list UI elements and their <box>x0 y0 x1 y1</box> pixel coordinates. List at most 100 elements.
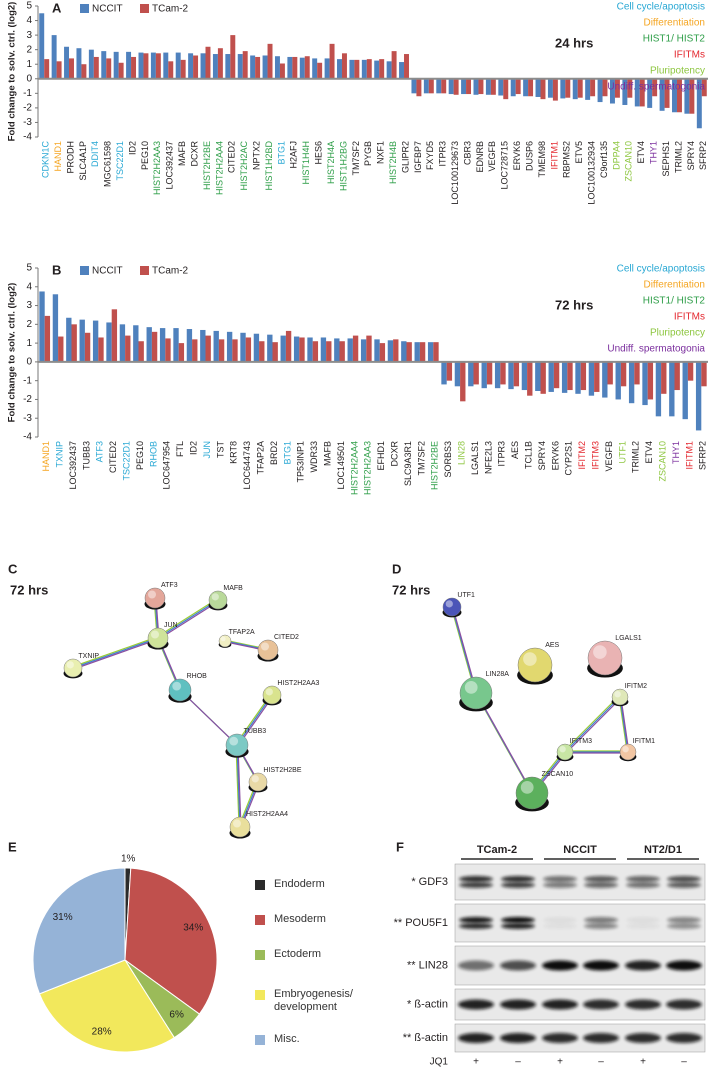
bar <box>428 78 434 94</box>
treatment-sign: – <box>598 1057 604 1068</box>
bar <box>267 43 273 79</box>
y-tick-label: 1 <box>26 338 32 349</box>
bar <box>299 337 305 362</box>
bar <box>486 361 493 385</box>
bar <box>689 78 695 114</box>
blot-band <box>501 917 535 923</box>
bar <box>634 78 640 107</box>
blot-band <box>667 923 701 929</box>
network-node <box>208 590 228 610</box>
x-tick-label: ETV4 <box>644 441 654 464</box>
bar <box>528 78 534 97</box>
bar <box>242 51 248 79</box>
x-tick-label: NFE2L3 <box>483 441 493 474</box>
bar <box>232 339 238 362</box>
bar <box>628 361 635 404</box>
bar <box>647 361 654 400</box>
bar <box>655 361 662 417</box>
blot-row-label: ** POU5F1 <box>394 917 448 929</box>
network-edge <box>619 696 629 753</box>
x-tick-label: ITPR3 <box>497 441 507 467</box>
x-tick-label: JUN <box>202 441 212 459</box>
bar <box>163 52 169 79</box>
node-label: AES <box>545 642 559 649</box>
bar <box>615 361 621 400</box>
x-tick-label: ERVK6 <box>550 441 560 470</box>
bar <box>548 361 554 392</box>
bar <box>262 55 268 79</box>
bar <box>585 78 591 100</box>
bar <box>341 53 347 79</box>
group-legend: HIST1/ HIST2 <box>643 34 706 45</box>
network-edge <box>563 695 620 752</box>
bar <box>672 78 677 113</box>
blot-band <box>626 876 660 882</box>
legend-swatch <box>255 1035 265 1045</box>
bar <box>307 337 313 362</box>
blot-band <box>666 999 702 1010</box>
bar <box>151 331 158 362</box>
legend-label: Embryogenesis/ development <box>274 988 353 1013</box>
y-tick-label: -3 <box>23 117 32 128</box>
bar <box>71 324 77 362</box>
bar <box>695 361 702 431</box>
bar <box>56 61 62 79</box>
bar <box>329 43 335 79</box>
bar <box>118 62 124 79</box>
network-edge <box>158 600 220 640</box>
bar <box>414 342 420 362</box>
blot-band <box>583 1033 619 1043</box>
bar <box>498 78 504 96</box>
node-highlight <box>559 746 566 753</box>
blot-row-label: * GDF3 <box>411 876 448 888</box>
treatment-sign: + <box>640 1057 646 1068</box>
network-edge <box>180 690 239 747</box>
bar <box>98 337 104 362</box>
bar <box>354 59 360 79</box>
treatment-sign: + <box>557 1057 563 1068</box>
x-tick-label: H2AFJ <box>289 141 299 169</box>
y-tick-label: 4 <box>26 15 32 26</box>
x-tick-label: FXYD5 <box>425 141 435 170</box>
group-legend: Differentiation <box>643 280 705 291</box>
bar <box>399 62 405 79</box>
bar <box>664 78 670 108</box>
blot-band <box>542 999 578 1010</box>
blot-band <box>626 882 660 888</box>
node-label: HIST2H2BE <box>263 767 301 774</box>
x-tick-label: KRT8 <box>229 441 239 464</box>
bar <box>339 341 345 362</box>
group-legend: Pluripotency <box>650 66 705 77</box>
x-tick-label: IFITM1 <box>549 141 559 170</box>
x-tick-label: TM7SF2 <box>416 441 426 476</box>
node-label: ZSCAN10 <box>542 771 574 778</box>
bar <box>138 341 144 362</box>
bar <box>366 59 372 79</box>
bar <box>561 361 568 393</box>
network-node <box>611 688 629 706</box>
x-tick-label: HIST1H2BD <box>264 141 274 191</box>
bar <box>521 361 528 391</box>
bar <box>478 78 484 95</box>
network-node <box>168 678 192 702</box>
network-edge <box>236 744 241 828</box>
x-tick-label: LOC392437 <box>165 141 175 190</box>
node-highlight <box>229 736 239 746</box>
y-tick-label: 0 <box>26 73 32 84</box>
bar <box>178 343 185 362</box>
bar <box>553 361 560 389</box>
pie-label: 31% <box>53 912 73 923</box>
blot-row-label: ** LIN28 <box>407 959 448 971</box>
bar <box>326 341 332 362</box>
x-tick-label: HIST2H2AA3 <box>363 441 373 495</box>
bar <box>349 59 355 79</box>
bar <box>272 342 278 362</box>
blot-band <box>543 882 577 888</box>
network-node <box>517 647 553 683</box>
bar <box>64 46 70 79</box>
x-tick-label: HIST2H2AA4 <box>214 141 224 195</box>
blot-band <box>543 876 577 882</box>
x-tick-label: ID2 <box>127 141 137 155</box>
legend-swatch <box>255 915 265 925</box>
blot-group: TCam-2 <box>477 844 517 856</box>
